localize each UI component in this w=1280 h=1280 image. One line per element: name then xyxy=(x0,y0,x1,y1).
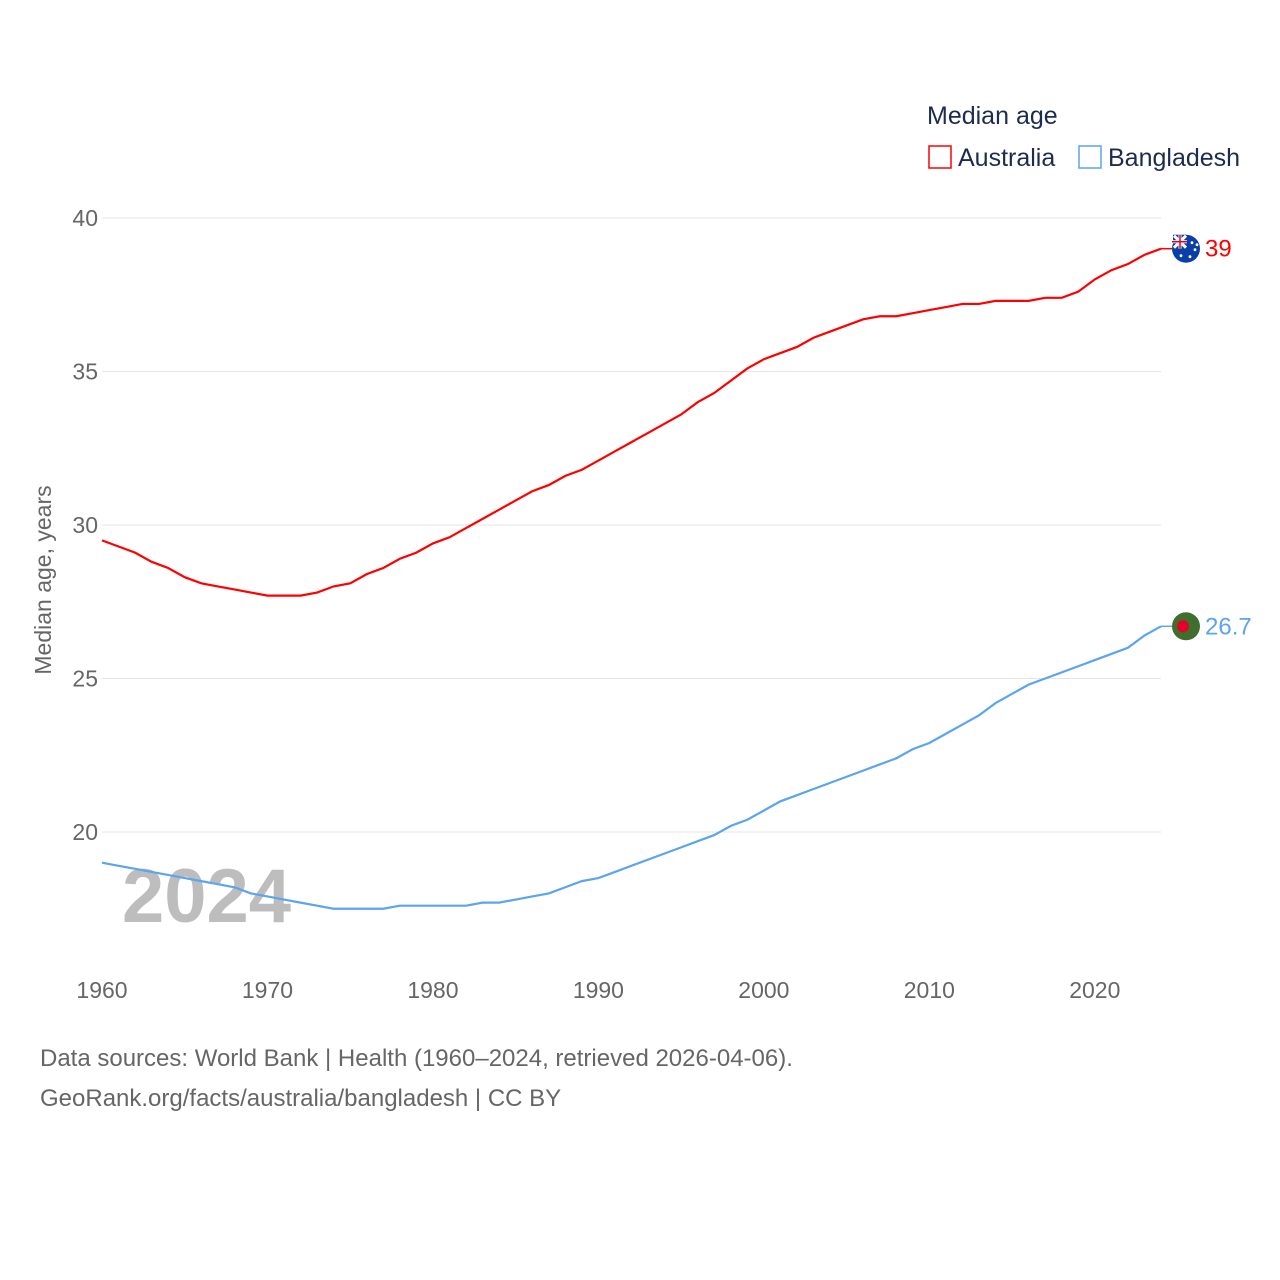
x-tick-label: 1980 xyxy=(407,977,458,1003)
y-tick-label: 40 xyxy=(72,205,98,231)
credit-link[interactable]: GeoRank.org/facts/australia/bangladesh |… xyxy=(40,1085,562,1112)
legend-label: Australia xyxy=(958,144,1055,172)
y-axis-label: Median age, years xyxy=(30,485,56,674)
x-tick-label: 2020 xyxy=(1069,977,1120,1003)
y-tick-label: 25 xyxy=(72,666,98,692)
x-tick-label: 1960 xyxy=(76,977,127,1003)
x-tick-label: 2010 xyxy=(904,977,955,1003)
series-line-bangladesh[interactable] xyxy=(101,625,1162,910)
bangladesh-flag-icon xyxy=(1172,612,1200,641)
x-tick-label: 1990 xyxy=(573,977,624,1003)
legend-item-australia[interactable]: Australia xyxy=(928,144,1055,172)
data-sources: Data sources: World Bank | Health (1960–… xyxy=(40,1045,793,1072)
x-tick-label: 2000 xyxy=(738,977,789,1003)
y-tick-label: 20 xyxy=(72,819,98,845)
end-value-label: 39 xyxy=(1205,236,1232,263)
end-value-label: 26.7 xyxy=(1205,613,1252,640)
australia-flag-icon xyxy=(1172,234,1200,263)
y-tick-label: 30 xyxy=(72,512,98,538)
x-tick-label: 1970 xyxy=(242,977,293,1003)
y-tick-label: 35 xyxy=(72,359,98,385)
legend-title: Median age xyxy=(927,102,1058,130)
series-line-australia[interactable] xyxy=(101,247,1162,597)
legend-item-bangladesh[interactable]: Bangladesh xyxy=(1078,144,1240,172)
legend-label: Bangladesh xyxy=(1108,144,1240,172)
